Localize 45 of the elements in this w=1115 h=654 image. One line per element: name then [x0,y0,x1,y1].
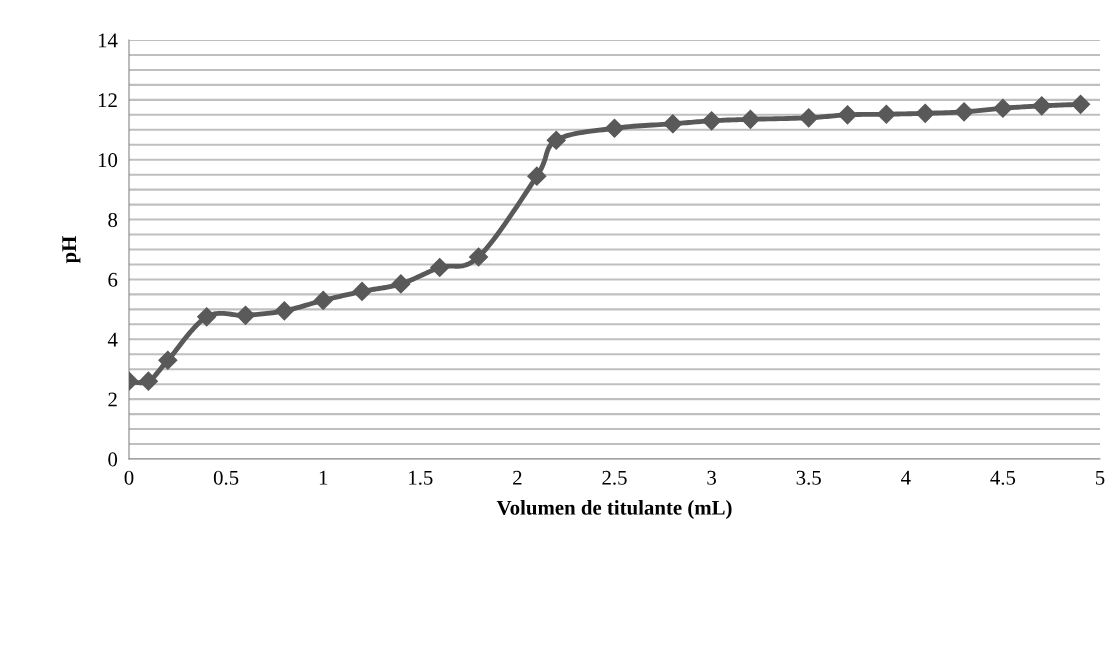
x-tick-label: 4 [901,470,911,485]
point [430,257,450,277]
y-tick-label: 10 [98,153,118,168]
x-tick-label: 3 [707,470,716,485]
x-tick-label: 5 [1096,470,1105,485]
point [469,247,489,267]
y-tick-label: 6 [108,272,118,287]
x-tick-label: 1.5 [409,470,433,485]
point [915,103,935,123]
point [158,350,178,370]
point [352,281,372,301]
y-tick-label: 4 [107,332,118,347]
point [876,104,896,124]
point [1071,94,1091,114]
point [235,305,256,325]
point [838,105,858,125]
point [993,98,1013,118]
y-tick-label: 8 [108,212,118,227]
point [954,102,974,122]
point [799,108,819,128]
y-tick-label: 14 [98,33,118,48]
x-tick-label: 2.5 [602,470,627,485]
x-tick-label: 4.5 [990,470,1016,485]
point [546,130,566,150]
x-axis-title: Volumen de titulante (mL) [496,500,732,520]
point [702,111,722,131]
y-tick-label: 12 [98,93,117,108]
point [274,301,294,321]
point [138,371,158,391]
y-axis-title: pH [62,235,81,264]
point [313,290,333,310]
x-tick-label: 1 [319,470,328,485]
point [1032,96,1052,116]
point [663,114,683,134]
x-tick-label: 2 [513,470,522,485]
point [740,109,760,129]
x-tick-label: 3.5 [796,470,821,485]
point [604,118,625,138]
x-tick-label: 0.5 [213,470,239,485]
x-tick-label: 0 [124,470,134,485]
y-tick-label: 2 [108,392,117,407]
point [527,166,547,186]
point [197,307,217,327]
y-tick-label: 0 [108,452,118,467]
point [391,274,411,294]
